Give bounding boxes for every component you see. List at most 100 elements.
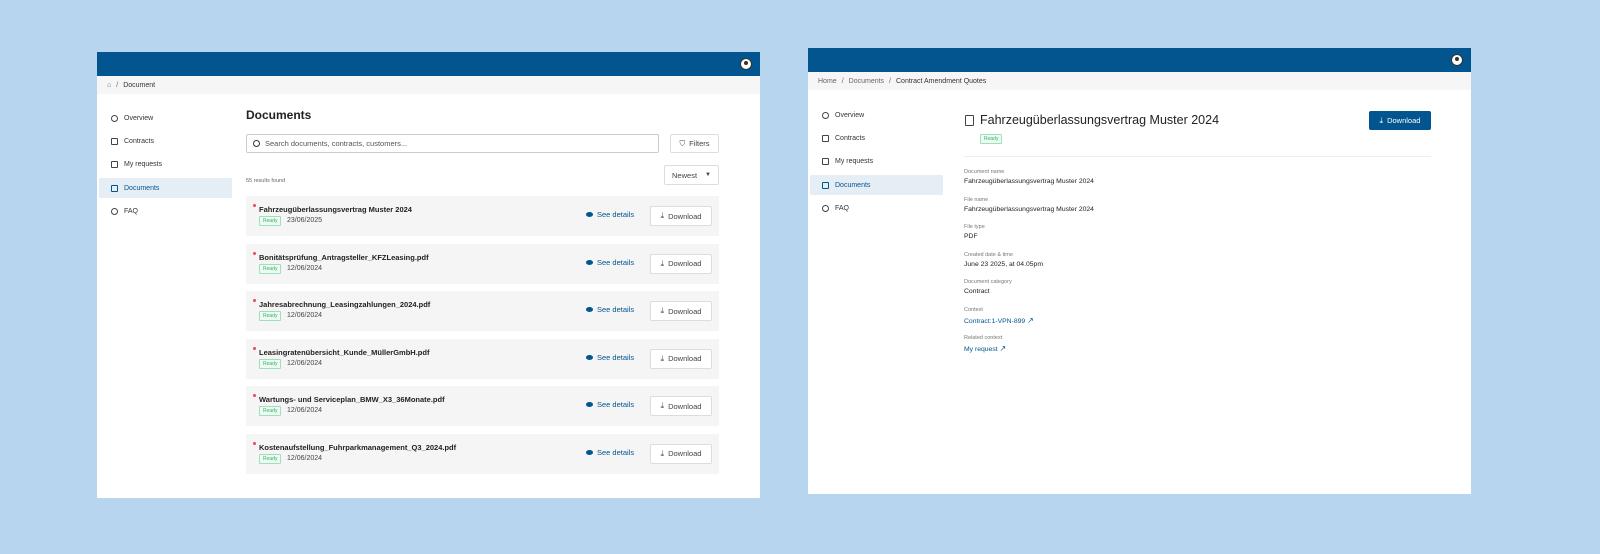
status-badge: Ready	[259, 358, 282, 369]
document-icon	[965, 115, 974, 126]
sidebar-item-contracts[interactable]: Contracts	[810, 128, 943, 148]
required-dot	[253, 394, 256, 397]
external-link-icon[interactable]: ↗	[1027, 316, 1034, 325]
document-title: Fahrzeugüberlassungsvertrag Muster 2024	[980, 113, 1220, 127]
document-date: 12/06/2024	[287, 359, 323, 367]
sidebar: Overview Contracts My requests Documents…	[99, 108, 232, 225]
field-value-text: June 23 2025, at 04.05pm	[964, 260, 1043, 268]
eye-icon	[586, 259, 593, 265]
sidebar-item-faq[interactable]: FAQ	[99, 202, 232, 222]
download-icon: ⤓	[660, 258, 665, 268]
download-button[interactable]: ⤓ Download	[650, 396, 712, 416]
folder-icon	[111, 184, 118, 192]
download-icon: ⤓	[660, 306, 665, 315]
document-date: 12/06/2024	[287, 407, 323, 414]
document-name[interactable]: Kostenaufstellung_Fuhrparkmanagement_Q3_…	[259, 442, 457, 452]
download-button[interactable]: ⤓ Download	[650, 253, 712, 274]
see-details-link[interactable]: See details	[586, 353, 634, 362]
download-icon: ⤓	[660, 353, 665, 363]
sidebar-item-faq[interactable]: FAQ	[810, 199, 943, 219]
field-label: Context	[964, 307, 983, 313]
field-value-text: Fahrzeugüberlassungsvertrag Muster 2024	[964, 178, 1094, 185]
field-label: Document category	[964, 279, 1012, 286]
status-badge: Ready	[980, 134, 1003, 144]
document-name[interactable]: Bonitätsprüfung_Antragsteller_KFZLeasing…	[259, 252, 429, 262]
field-value-text[interactable]: My request	[964, 345, 998, 353]
document-name[interactable]: Wartungs- und Serviceplan_BMW_X3_36Monat…	[259, 395, 445, 404]
document-row: Jahresabrechnung_Leasingzahlungen_2024.p…	[246, 291, 719, 331]
sidebar-item-documents[interactable]: Documents	[810, 175, 943, 196]
status-badge: Ready	[259, 453, 282, 464]
sidebar-item-my-requests[interactable]: My requests	[99, 155, 232, 175]
sidebar-item-contracts[interactable]: Contracts	[99, 131, 232, 151]
field-label: File type	[964, 224, 985, 231]
download-button[interactable]: ⤓ Download	[650, 443, 712, 464]
breadcrumb-documents[interactable]: Documents	[848, 77, 885, 85]
see-details-link[interactable]: See details	[586, 448, 634, 457]
field-value: Fahrzeugüberlassungsvertrag Muster 2024	[964, 178, 1094, 185]
requests-icon	[111, 161, 118, 169]
eye-icon	[586, 354, 593, 360]
sidebar-item-overview[interactable]: Overview	[99, 108, 232, 128]
search-icon	[253, 140, 260, 147]
caret-down-icon: ▼	[705, 172, 711, 178]
see-details-link[interactable]: See details	[586, 258, 634, 267]
contract-icon	[111, 137, 118, 145]
field-label: File name	[964, 196, 989, 203]
required-dot	[253, 204, 256, 207]
field-value-text: Contract	[964, 288, 990, 296]
see-details-link[interactable]: See details	[586, 305, 634, 314]
field-link[interactable]: Contract:1-VPN-899 ↗	[964, 316, 1034, 325]
document-name[interactable]: Leasingratenübersicht_Kunde_MüllerGmbH.p…	[259, 347, 430, 357]
user-avatar-icon[interactable]	[740, 58, 752, 70]
download-icon: ⤓	[660, 401, 665, 410]
required-dot	[253, 441, 256, 445]
filters-button[interactable]: ⛉ Filters	[670, 134, 719, 153]
app-header	[808, 48, 1471, 72]
document-name[interactable]: Fahrzeugüberlassungsvertrag Muster 2024	[259, 205, 412, 214]
required-dot	[253, 346, 256, 350]
page-title: Documents	[246, 108, 312, 122]
field-value-text[interactable]: Contract:1-VPN-899	[964, 318, 1026, 325]
breadcrumb-current: Contract Amendment Quotes	[896, 77, 987, 85]
required-dot	[253, 251, 256, 255]
search-input[interactable]: Search documents, contracts, customers..…	[246, 134, 659, 153]
eye-icon	[586, 449, 593, 455]
field-value: PDF	[964, 233, 978, 240]
field-label: Related context	[964, 334, 1003, 341]
breadcrumb-current: Document	[123, 81, 156, 89]
filter-icon: ⛉	[679, 138, 686, 148]
document-date: 12/06/2024	[287, 264, 323, 272]
field-link[interactable]: My request ↗	[964, 344, 1006, 353]
download-button[interactable]: ⤓ Download	[650, 206, 712, 226]
download-button[interactable]: ⤓ Download	[1369, 111, 1431, 130]
breadcrumb-home[interactable]: Home	[818, 77, 837, 85]
sidebar-item-my-requests[interactable]: My requests	[810, 152, 943, 172]
app-header	[97, 52, 760, 76]
documents-list-window: ⌂ / Document Overview Contracts My reques…	[97, 52, 760, 498]
sidebar-item-overview[interactable]: Overview	[810, 105, 943, 125]
document-row: Leasingratenübersicht_Kunde_MüllerGmbH.p…	[246, 338, 719, 379]
download-button[interactable]: ⤓ Download	[650, 301, 712, 321]
sidebar-item-documents[interactable]: Documents	[99, 178, 232, 199]
field-value-text: PDF	[964, 233, 978, 241]
external-link-icon[interactable]: ↗	[999, 343, 1007, 353]
see-details-link[interactable]: See details	[586, 210, 634, 219]
sort-dropdown[interactable]: Newest ▼	[664, 165, 719, 185]
field-value-text: Fahrzeugüberlassungsvertrag Muster 2024	[964, 205, 1094, 213]
document-name[interactable]: Jahresabrechnung_Leasingzahlungen_2024.p…	[259, 300, 431, 309]
pie-chart-icon	[822, 111, 829, 119]
status-badge: Ready	[259, 406, 282, 416]
home-icon[interactable]: ⌂	[107, 81, 112, 89]
user-avatar-icon[interactable]	[1451, 54, 1463, 66]
eye-icon	[586, 307, 593, 312]
breadcrumb: Home / Documents / Contract Amendment Quot…	[808, 72, 1471, 90]
document-row: Kostenaufstellung_Fuhrparkmanagement_Q3_…	[246, 433, 719, 474]
field-value: Fahrzeugüberlassungsvertrag Muster 2024	[964, 206, 1094, 213]
see-details-link[interactable]: See details	[586, 400, 634, 409]
contract-icon	[822, 134, 829, 142]
document-detail-window: Home / Documents / Contract Amendment Quot…	[808, 48, 1471, 494]
download-button[interactable]: ⤓ Download	[650, 348, 712, 369]
document-date: 12/06/2024	[287, 312, 323, 319]
download-icon: ⤓	[660, 448, 665, 458]
